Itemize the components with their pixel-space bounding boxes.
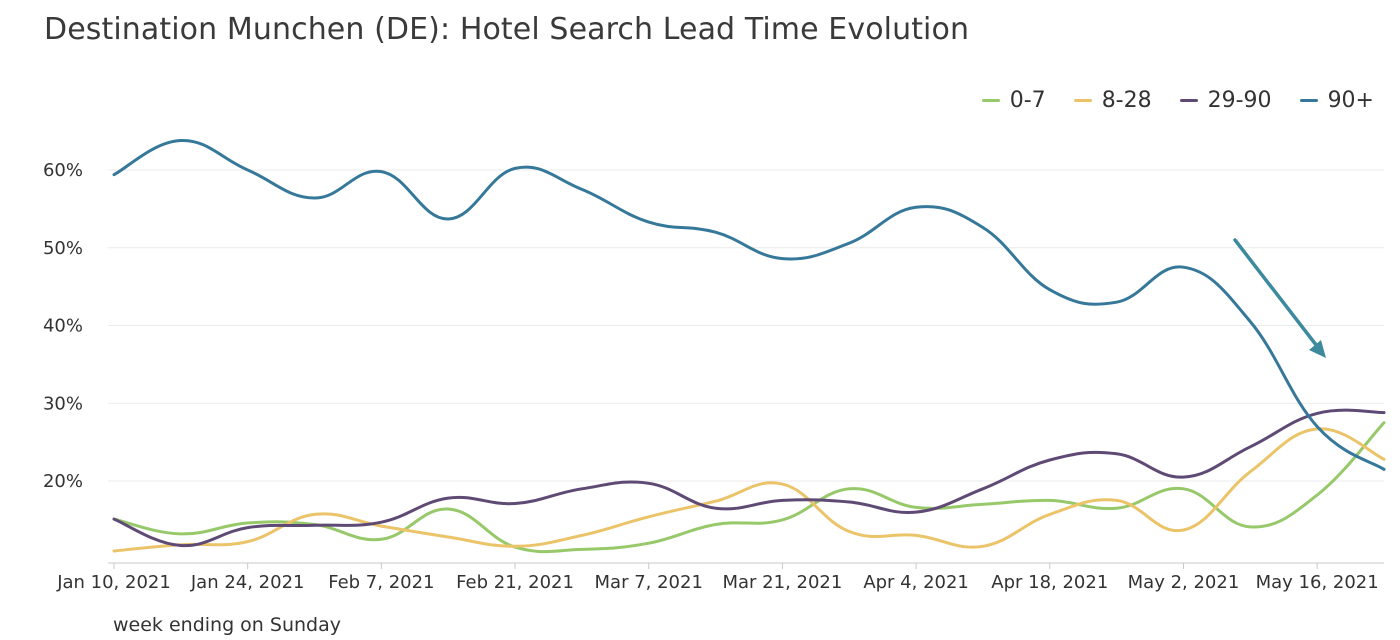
x-tick-label: Feb 7, 2021 <box>328 572 434 593</box>
series-line-29-90[interactable] <box>112 408 1386 548</box>
trend-arrow-head <box>1309 340 1326 358</box>
x-axis-caption: week ending on Sunday <box>113 614 341 636</box>
legend-swatch-0-7 <box>981 99 1000 102</box>
legend-swatch-8-28 <box>1073 99 1092 102</box>
series-line-0-7[interactable] <box>112 421 1386 554</box>
series-line-8-28[interactable] <box>112 427 1386 553</box>
legend-label-8-28: 8-28 <box>1101 88 1152 113</box>
chart-legend: 0-7 8-28 29-90 90+ <box>981 88 1374 113</box>
x-tick-label: Apr 4, 2021 <box>863 572 969 593</box>
chart-title: Destination Munchen (DE): Hotel Search L… <box>44 12 970 47</box>
legend-swatch-29-90 <box>1179 99 1198 102</box>
legend-label-0-7: 0-7 <box>1009 88 1046 113</box>
x-tick-label: Mar 7, 2021 <box>595 572 703 593</box>
x-tick-label: Jan 10, 2021 <box>56 572 171 593</box>
y-tick-label: 20% <box>43 471 83 492</box>
trend-arrow-shaft <box>1233 238 1322 352</box>
x-tick-label: Apr 18, 2021 <box>991 572 1108 593</box>
x-tick-label: Jan 24, 2021 <box>190 572 305 593</box>
legend-label-29-90: 29-90 <box>1207 88 1272 113</box>
legend-label-90-plus: 90+ <box>1327 88 1374 113</box>
x-tick-label: May 2, 2021 <box>1128 572 1240 593</box>
x-tick-label: Mar 21, 2021 <box>722 572 842 593</box>
y-tick-label: 40% <box>43 316 83 337</box>
y-tick-label: 60% <box>43 160 83 181</box>
x-tick-label: May 16, 2021 <box>1256 572 1379 593</box>
legend-item-8-28[interactable]: 8-28 <box>1073 88 1152 113</box>
x-tick-label: Feb 21, 2021 <box>456 572 574 593</box>
legend-item-0-7[interactable]: 0-7 <box>981 88 1046 113</box>
y-tick-label: 30% <box>43 393 83 414</box>
legend-swatch-90-plus <box>1299 99 1318 102</box>
legend-item-29-90[interactable]: 29-90 <box>1179 88 1272 113</box>
legend-item-90-plus[interactable]: 90+ <box>1299 88 1374 113</box>
y-tick-label: 50% <box>43 238 83 259</box>
series-line-90-plus[interactable] <box>112 138 1386 471</box>
